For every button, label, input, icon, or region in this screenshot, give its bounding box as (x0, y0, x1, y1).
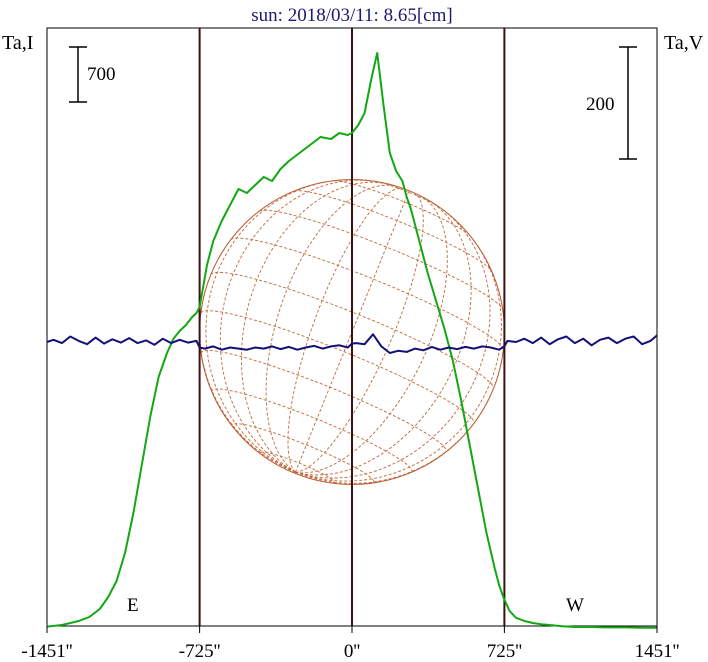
series-line-I (46, 52, 657, 629)
left-axis-name: Ta,I (2, 32, 33, 54)
disk-meridian-line (287, 187, 404, 473)
disk-latitude-line (260, 451, 335, 484)
series-group (46, 52, 658, 629)
solar-disk-grid (199, 179, 505, 485)
scale-bar-left (69, 46, 87, 103)
scale-bar-right-label: 200 (586, 94, 615, 115)
limb-marker-east: E (127, 595, 139, 616)
limb-marker-west: W (566, 595, 584, 616)
disk-meridian-line (295, 195, 448, 474)
x-tick-label: 0'' (344, 641, 360, 662)
disk-latitude-line (210, 271, 494, 390)
right-axis-name: Ta,V (664, 32, 704, 54)
disk-meridian-line (294, 190, 410, 473)
disk-meridian-line (265, 184, 399, 473)
x-tick-label: 1451'' (635, 641, 680, 662)
disk-meridian-line (295, 192, 424, 473)
disk-latitude-line (211, 388, 413, 473)
disk-meridian-line (295, 206, 491, 479)
disk-latitude-line (200, 310, 475, 424)
disk-meridian-line (240, 181, 388, 473)
disk-meridian-line (205, 179, 342, 473)
x-tick-label: 725'' (487, 641, 522, 662)
disk-meridian-line (219, 179, 377, 473)
scale-bar-right (619, 46, 637, 160)
disk-meridian-line (295, 229, 502, 482)
x-axis: -1451'' -725'' 0'' 725'' 1451'' (21, 626, 679, 662)
chart-title: sun: 2018/03/11: 8.65[cm] (251, 5, 452, 26)
disk-latitude-line (231, 423, 375, 484)
disk-latitude-line (259, 209, 504, 310)
disk-latitude-line (333, 180, 471, 237)
series-line-V (46, 333, 658, 354)
reference-lines (198, 28, 506, 626)
x-tick-label: -1451'' (21, 641, 72, 662)
scale-bar-left-label: 700 (87, 64, 116, 85)
x-tick-label: -725'' (179, 641, 221, 662)
disk-meridian-line (295, 200, 472, 476)
